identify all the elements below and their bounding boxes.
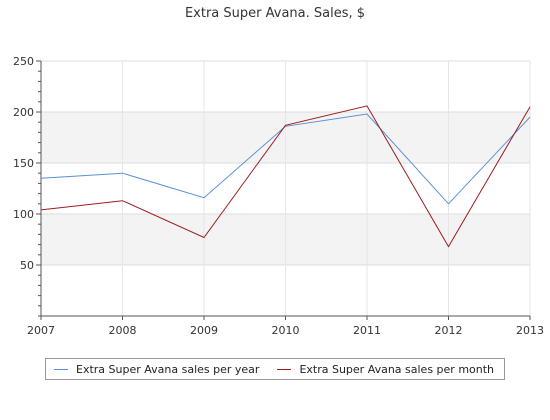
x-tick-label: 2009	[190, 324, 218, 337]
legend-label-per-month: Extra Super Avana sales per month	[299, 362, 495, 376]
legend-item-per-year: Extra Super Avana sales per year	[54, 363, 259, 376]
x-tick-label: 2010	[272, 324, 300, 337]
y-tick-label: 50	[20, 259, 34, 272]
legend: Extra Super Avana sales per year Extra S…	[45, 358, 505, 380]
legend-item-per-month: Extra Super Avana sales per month	[277, 363, 494, 376]
series-line-per-month	[40, 105, 531, 248]
y-tick-label: 200	[13, 106, 34, 119]
x-tick-label: 2012	[435, 324, 463, 337]
y-tick-label: 100	[13, 208, 34, 221]
series-line-per-year	[40, 113, 531, 205]
chart-title: Extra Super Avana. Sales, $	[184, 6, 366, 21]
y-tick-label: 150	[13, 157, 34, 170]
x-tick-label: 2013	[516, 324, 544, 337]
x-tick-label: 2008	[109, 324, 137, 337]
line-chart: 50 100 150 200 250 2007 2008 2009 2010 2011 2012 20…	[13, 55, 544, 337]
legend-swatch-per-year	[54, 368, 68, 370]
x-tick-label: 2007	[27, 324, 55, 337]
legend-swatch-per-month	[277, 368, 292, 370]
y-tick-label: 250	[13, 55, 34, 68]
x-tick-label: 2011	[353, 324, 381, 337]
legend-label-per-year: Extra Super Avana sales per year	[76, 362, 260, 376]
